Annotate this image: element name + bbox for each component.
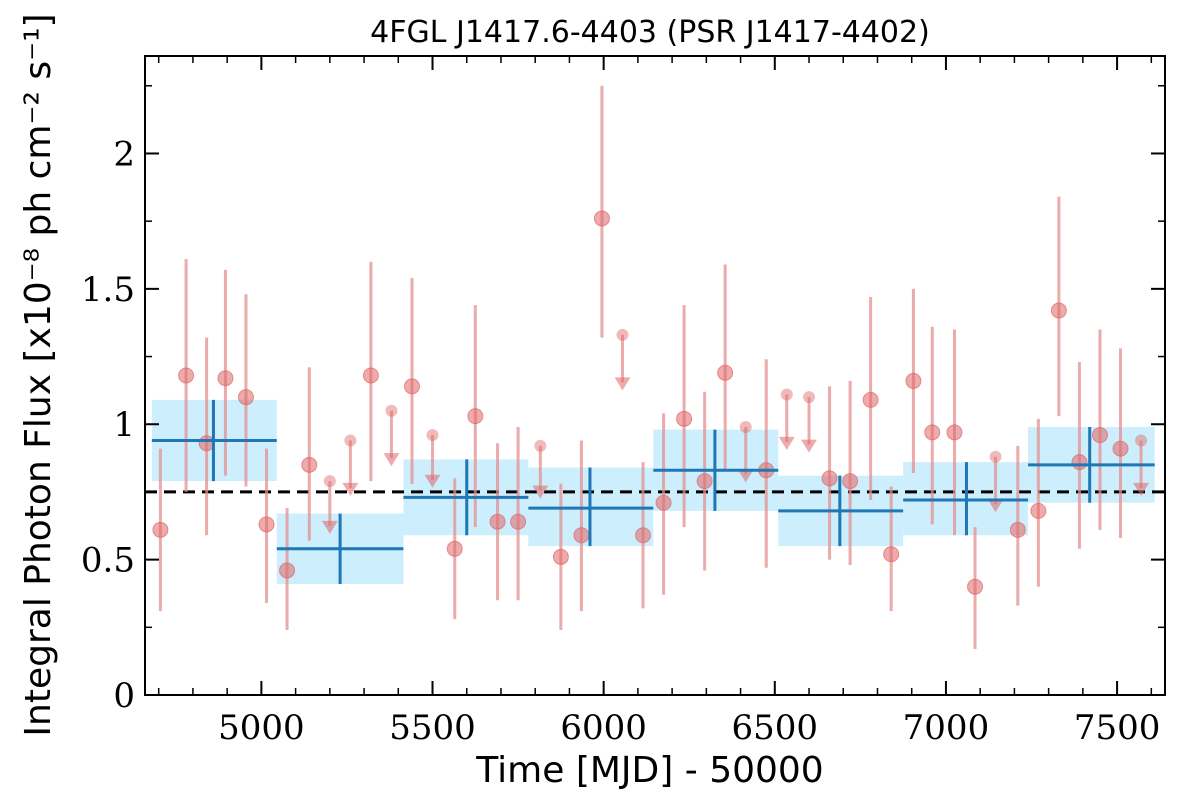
data-point <box>552 548 569 565</box>
data-point <box>842 473 859 490</box>
data-point <box>655 494 672 511</box>
data-point <box>905 372 922 389</box>
upper-limit-point <box>344 434 357 447</box>
axes-frame <box>144 55 1166 696</box>
x-axis-title: Time [MJD] - 50000 <box>475 750 823 791</box>
data-point <box>593 210 610 227</box>
data-point <box>696 473 713 490</box>
data-point <box>967 578 984 595</box>
upper-limit-arrow <box>737 469 754 483</box>
y-tick-label: 1 <box>113 405 135 445</box>
upper-limit-point <box>780 388 793 401</box>
data-point <box>467 408 484 425</box>
upper-limit-arrow <box>342 482 359 496</box>
data-point <box>217 370 234 387</box>
x-tick-label: 6500 <box>732 708 819 748</box>
upper-limit-point <box>385 404 398 417</box>
y-tick-label: 0 <box>113 676 135 716</box>
data-point <box>676 410 693 427</box>
y-tick-label: 2 <box>113 134 135 174</box>
long-bin-crosses <box>151 399 1155 584</box>
upper-limit-point <box>616 328 629 341</box>
data-point <box>446 540 463 557</box>
upper-limit-arrow <box>801 439 818 453</box>
data-point <box>362 367 379 384</box>
data-point <box>821 470 838 487</box>
upper-limit-arrow <box>987 499 1004 513</box>
upper-limit-point <box>1135 434 1148 447</box>
upper-limit-arrow <box>383 453 400 467</box>
data-point <box>635 527 652 544</box>
upper-limit-arrow <box>321 520 338 534</box>
chart-title: 4FGL J1417.6-4403 (PSR J1417-4402) <box>370 15 930 50</box>
data-point <box>1009 521 1026 538</box>
upper-limit-point <box>426 429 439 442</box>
upper-limit-point <box>803 391 816 404</box>
y-tick-label: 0.5 <box>81 541 135 581</box>
upper-limit-arrow <box>614 377 631 391</box>
upper-limit-arrow <box>424 474 441 488</box>
upper-limit-arrow <box>532 485 549 499</box>
x-tick-label: 7000 <box>903 708 990 748</box>
data-point <box>946 424 963 441</box>
upper-limit-arrow <box>1133 482 1150 496</box>
data-point <box>279 562 296 579</box>
upper-limit-point <box>739 420 752 433</box>
data-point <box>1050 302 1067 319</box>
data-point <box>717 364 734 381</box>
data-point <box>883 546 900 563</box>
data-point <box>178 367 195 384</box>
x-tick-label: 5000 <box>218 708 305 748</box>
axis-ticks: 5000 5500 6000 6500 7000 7500 0 0.5 1 1.5 2 <box>81 56 1165 748</box>
x-tick-label: 5500 <box>389 708 476 748</box>
x-tick-label: 7500 <box>1074 708 1161 748</box>
data-point <box>258 516 275 533</box>
data-point <box>237 389 254 406</box>
data-point <box>198 435 215 452</box>
data-point <box>1071 454 1088 471</box>
data-point <box>489 513 506 530</box>
data-point <box>301 456 318 473</box>
upper-limit-point <box>534 439 547 452</box>
data-point <box>152 521 169 538</box>
y-axis-title: Integral Photon Flux [x10⁻⁸ ph cm⁻² s⁻¹] <box>18 13 59 736</box>
upper-limit-point <box>323 475 336 488</box>
data-point <box>573 527 590 544</box>
data-point <box>1112 440 1129 457</box>
data-point <box>510 513 527 530</box>
plot-frame <box>144 55 1166 696</box>
upper-limit-point <box>989 450 1002 463</box>
x-tick-label: 6000 <box>560 708 647 748</box>
data-point <box>862 391 879 408</box>
data-point <box>403 378 420 395</box>
y-tick-label: 1.5 <box>81 270 135 310</box>
data-point <box>1030 502 1047 519</box>
upper-limit-arrow <box>778 436 795 450</box>
data-point <box>924 424 941 441</box>
data-point <box>1091 427 1108 444</box>
